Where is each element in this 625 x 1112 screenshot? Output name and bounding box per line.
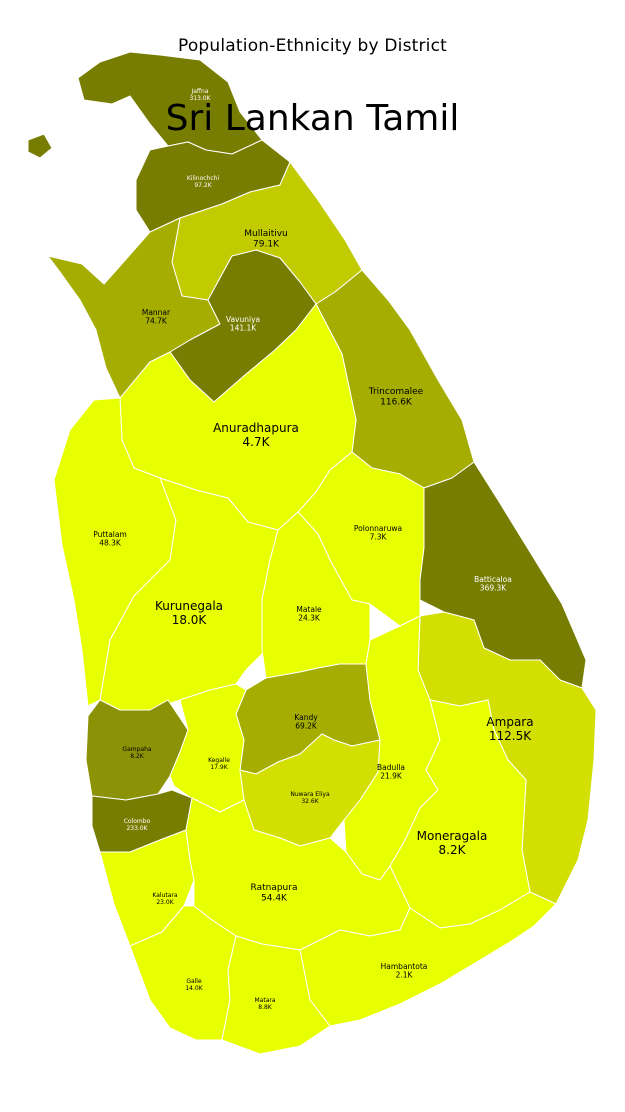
district-label-kilinochchi: Kilinochchi 97.2K <box>187 175 220 189</box>
map-subtitle: Population-Ethnicity by District <box>177 36 448 56</box>
district-label-moneragala: Moneragala 8.2K <box>417 829 488 857</box>
district-name: Gampaha <box>122 746 151 753</box>
district-name: Hambantota <box>381 962 428 971</box>
district-value: 8.8K <box>258 1004 273 1011</box>
district-name: Polonnaruwa <box>354 524 402 533</box>
district-label-matale: Matale 24.3K <box>296 605 322 623</box>
district-label-matara: Matara 8.8K <box>254 997 275 1011</box>
district-value: 8.2K <box>439 843 467 857</box>
district-value: 116.6K <box>380 397 413 407</box>
district-name: Kandy <box>294 713 318 722</box>
district-label-batticaloa: Batticaloa 369.3K <box>474 575 512 593</box>
district-label-galle: Galle 14.0K <box>185 978 203 992</box>
district-value: 17.9K <box>210 764 228 771</box>
district-label-kegalle: Kegalle 17.9K <box>208 757 230 771</box>
district-label-colombo: Colombo 233.0K <box>124 818 151 832</box>
district-value: 69.2K <box>295 722 318 731</box>
district-value: 2.1K <box>396 971 414 980</box>
district-label-anuradhapura: Anuradhapura 4.7K <box>213 421 299 449</box>
district-value: 233.0K <box>126 825 148 832</box>
district-value: 32.6K <box>301 798 319 805</box>
district-label-nuwara-eliya: Nuwara Eliya 32.6K <box>290 791 330 805</box>
district-value: 97.2K <box>194 182 212 189</box>
district-label-ampara: Ampara 112.5K <box>486 715 533 743</box>
district-value: 79.1K <box>253 239 280 249</box>
district-value: 54.4K <box>261 893 288 903</box>
district-label-mannar: Mannar 74.7K <box>142 308 171 326</box>
district-label-jaffna: Jaffna 313.0K <box>189 88 211 102</box>
district-value: 141.1K <box>230 324 257 333</box>
district-name: Kalutara <box>152 892 177 899</box>
district-name: Mullaitivu <box>244 229 288 239</box>
district-name: Batticaloa <box>474 575 512 584</box>
district-value: 74.7K <box>145 317 168 326</box>
district-value: 21.9K <box>380 772 403 781</box>
district-kegalle <box>169 683 247 813</box>
district-value: 48.3K <box>99 539 122 548</box>
district-labels: Jaffna 313.0K Kilinochchi 97.2K Mullaitivu 79… <box>93 88 533 1011</box>
district-label-vavuniya: Vavuniya 141.1K <box>226 315 260 333</box>
district-value: 18.0K <box>172 613 208 627</box>
district-label-mullaitivu: Mullaitivu 79.1K <box>244 229 288 249</box>
district-name: Kilinochchi <box>187 175 220 182</box>
district-value: 112.5K <box>489 729 532 743</box>
district-name: Kegalle <box>208 757 230 764</box>
district-label-polonnaruwa: Polonnaruwa 7.3K <box>354 524 402 542</box>
district-label-gampaha: Gampaha 8.2K <box>122 746 151 760</box>
district-name: Kurunegala <box>155 599 223 613</box>
map-title: Sri Lankan Tamil <box>165 98 460 139</box>
district-value: 369.3K <box>480 584 507 593</box>
district-name: Moneragala <box>417 829 488 843</box>
district-label-trincomalee: Trincomalee 116.6K <box>368 387 424 407</box>
district-name: Colombo <box>124 818 151 825</box>
district-value: 7.3K <box>370 533 388 542</box>
district-shapes <box>27 51 597 1055</box>
district-value: 4.7K <box>243 435 271 449</box>
district-value: 24.3K <box>298 614 321 623</box>
district-label-hambantota: Hambantota 2.1K <box>381 962 428 980</box>
district-name: Anuradhapura <box>213 421 299 435</box>
district-value: 8.2K <box>130 753 145 760</box>
district-name: Ampara <box>486 715 533 729</box>
district-matara <box>221 935 331 1055</box>
district-name: Matale <box>296 605 322 614</box>
district-name: Puttalam <box>93 530 127 539</box>
district-name: Trincomalee <box>368 387 424 397</box>
district-name: Nuwara Eliya <box>290 791 330 798</box>
district-name: Galle <box>186 978 202 985</box>
district-name: Ratnapura <box>251 883 298 893</box>
district-label-ratnapura: Ratnapura 54.4K <box>251 883 298 903</box>
district-name: Mannar <box>142 308 171 317</box>
district-label-badulla: Badulla 21.9K <box>377 763 405 781</box>
district-label-kurunegala: Kurunegala 18.0K <box>155 599 223 627</box>
district-value: 14.0K <box>185 985 203 992</box>
district-name: Jaffna <box>190 88 208 95</box>
district-value: 313.0K <box>189 95 211 102</box>
district-label-kalutara: Kalutara 23.0K <box>152 892 177 906</box>
district-name: Badulla <box>377 763 405 772</box>
district-hambantota <box>299 891 557 1027</box>
district-label-puttalam: Puttalam 48.3K <box>93 530 127 548</box>
district-name: Vavuniya <box>226 315 260 324</box>
district-label-kandy: Kandy 69.2K <box>294 713 318 731</box>
district-value: 23.0K <box>156 899 174 906</box>
district-name: Matara <box>254 997 275 1004</box>
